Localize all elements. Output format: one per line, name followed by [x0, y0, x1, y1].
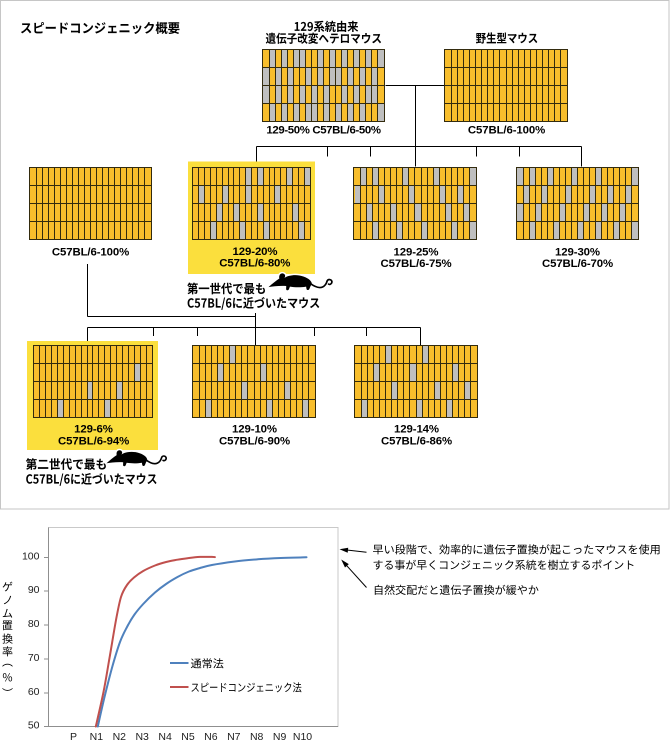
svg-text:C57BL/6-100%: C57BL/6-100%	[468, 125, 545, 137]
svg-text:70: 70	[28, 652, 40, 664]
svg-text:N8: N8	[250, 731, 264, 743]
svg-text:129-6%: 129-6%	[74, 424, 113, 436]
svg-text:N7: N7	[227, 731, 241, 743]
svg-text:N5: N5	[181, 731, 195, 743]
svg-text:C57BL/6-86%: C57BL/6-86%	[381, 435, 452, 447]
svg-text:C57BL/6-80%: C57BL/6-80%	[219, 258, 290, 270]
svg-text:90: 90	[28, 584, 40, 596]
svg-text:N4: N4	[158, 731, 172, 743]
svg-text:N9: N9	[273, 731, 287, 743]
svg-text:100: 100	[22, 550, 40, 562]
svg-text:N1: N1	[90, 731, 104, 743]
svg-text:129-30%: 129-30%	[555, 247, 600, 259]
svg-text:C57BL/6-94%: C57BL/6-94%	[58, 435, 129, 447]
svg-text:80: 80	[28, 618, 40, 630]
svg-text:N10: N10	[293, 731, 312, 743]
svg-text:C57BL/6-90%: C57BL/6-90%	[219, 435, 290, 447]
svg-text:C57BL/6-75%: C57BL/6-75%	[380, 258, 451, 270]
svg-text:129-50% C57BL/6-50%: 129-50% C57BL/6-50%	[266, 125, 381, 137]
svg-text:60: 60	[28, 686, 40, 698]
svg-text:129-10%: 129-10%	[232, 424, 277, 436]
svg-text:129-20%: 129-20%	[233, 246, 278, 258]
svg-text:N3: N3	[135, 731, 149, 743]
svg-text:129-25%: 129-25%	[394, 247, 439, 259]
svg-text:N2: N2	[113, 731, 127, 743]
svg-text:129-14%: 129-14%	[394, 424, 439, 436]
svg-text:N6: N6	[204, 731, 218, 743]
svg-text:C57BL/6-100%: C57BL/6-100%	[52, 246, 129, 258]
svg-text:C57BL/6-70%: C57BL/6-70%	[542, 258, 613, 270]
svg-text:50: 50	[28, 719, 40, 731]
svg-text:P: P	[70, 731, 77, 743]
